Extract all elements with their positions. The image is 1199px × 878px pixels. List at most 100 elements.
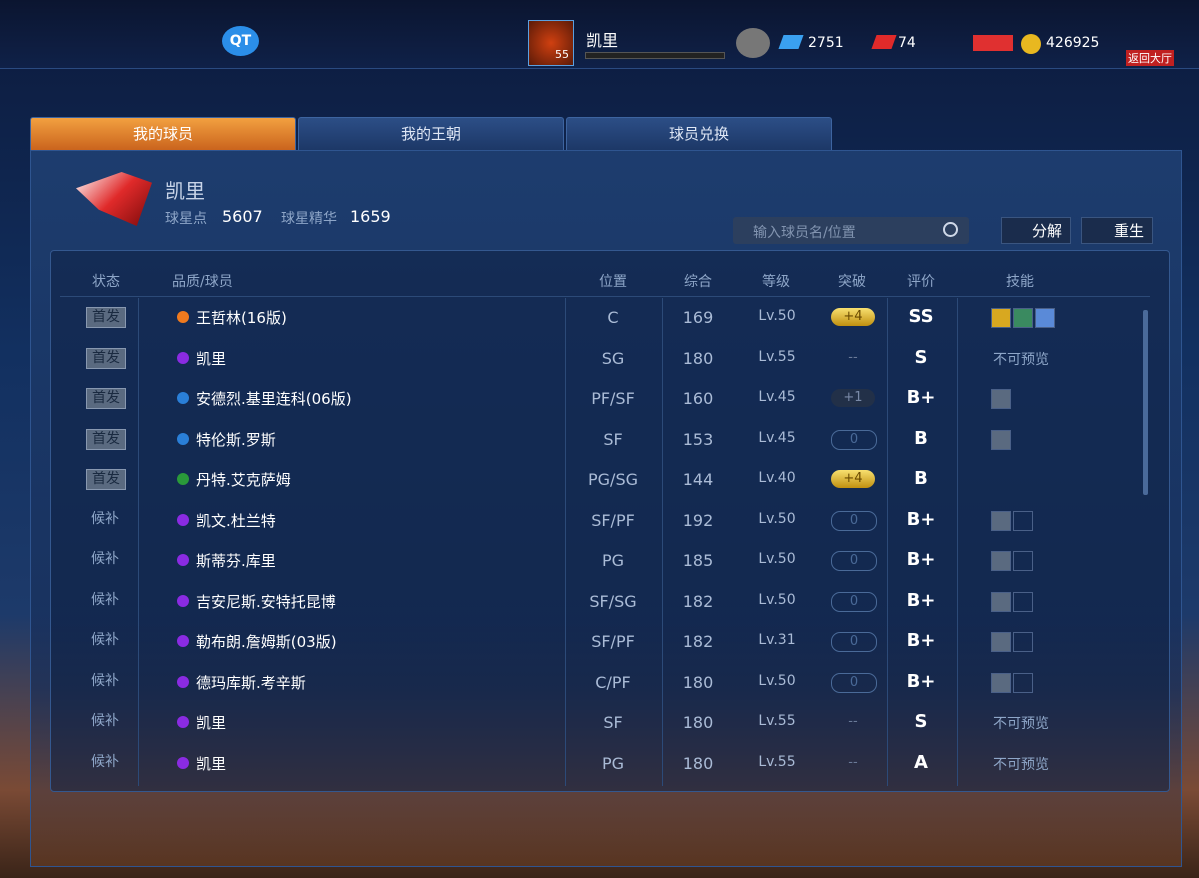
status: 候补	[91, 591, 119, 608]
player-name[interactable]: 凯里	[196, 754, 227, 773]
breakthrough: --	[848, 714, 858, 729]
level: Lv.50	[758, 551, 796, 567]
rating: B+	[906, 549, 936, 570]
quality-dot	[177, 554, 189, 566]
shop-icon[interactable]	[973, 35, 1013, 51]
rating: B+	[906, 387, 936, 408]
status: 首发	[86, 469, 126, 490]
diamond-count: 2751	[808, 35, 844, 51]
status: 候补	[91, 551, 119, 567]
scrollbar[interactable]	[1143, 310, 1148, 495]
skill-icon[interactable]	[991, 591, 1011, 612]
player-name[interactable]: 特伦斯.罗斯	[196, 430, 276, 449]
skill-icon[interactable]	[1013, 591, 1033, 612]
status: 首发	[86, 347, 126, 369]
essence-label: 球星精华	[281, 211, 337, 227]
skills-text: 不可预览	[993, 351, 1049, 368]
column-header: 状态	[92, 274, 120, 290]
skill-icon[interactable]	[991, 389, 1011, 409]
overall: 169	[682, 308, 714, 327]
status: 候补	[91, 753, 119, 770]
ticket-icon	[871, 35, 897, 49]
overall: 182	[682, 632, 714, 651]
rating: B+	[906, 589, 936, 611]
skill-icon[interactable]	[991, 510, 1011, 531]
tab[interactable]: 球员兑换	[566, 117, 832, 151]
player-name[interactable]: 凯文.杜兰特	[196, 511, 276, 530]
quality-dot	[177, 594, 189, 607]
breakthrough: --	[848, 754, 858, 770]
rating: B+	[906, 670, 936, 692]
qt-logo[interactable]: QT	[222, 26, 259, 56]
level: Lv.31	[758, 632, 796, 648]
overall: 192	[682, 510, 714, 530]
skill-icon[interactable]	[1013, 308, 1033, 328]
column-header: 综合	[684, 274, 712, 290]
column-separator	[565, 298, 566, 786]
position: SF/PF	[591, 510, 635, 530]
overall: 182	[682, 591, 714, 611]
overall: 180	[682, 753, 714, 773]
player-name[interactable]: 丹特.艾克萨姆	[196, 471, 291, 489]
rebirth-button[interactable]: 重生	[1081, 217, 1153, 244]
skill-icon[interactable]	[991, 551, 1011, 571]
breakthrough: 0	[831, 510, 877, 531]
quality-dot	[177, 311, 189, 323]
status: 首发	[86, 428, 126, 450]
quality-dot	[177, 513, 189, 526]
skill-icon[interactable]	[1013, 551, 1033, 571]
player-name[interactable]: 勒布朗.詹姆斯(03版)	[196, 633, 337, 651]
status: 首发	[86, 307, 126, 328]
quality-dot	[177, 675, 189, 688]
rating: S	[914, 711, 928, 732]
player-name[interactable]: 吉安尼斯.安特托昆博	[196, 592, 336, 611]
skill-icon[interactable]	[1035, 308, 1055, 328]
points-label: 球星点	[165, 211, 207, 227]
position: PG	[601, 753, 625, 773]
level: Lv.55	[758, 753, 796, 770]
search-box[interactable]: 输入球员名/位置	[733, 217, 969, 244]
breakthrough: 0	[831, 672, 877, 693]
player-name[interactable]: 斯蒂芬.库里	[196, 552, 276, 570]
skills-text: 不可预览	[993, 756, 1049, 773]
back-button[interactable]: 返回大厅	[1126, 50, 1174, 66]
skill-icon[interactable]	[991, 632, 1011, 652]
position: PG/SG	[588, 470, 638, 489]
status: 首发	[86, 388, 126, 409]
position: SF	[603, 429, 623, 449]
skill-icon[interactable]	[991, 429, 1011, 450]
skill-icon[interactable]	[1013, 632, 1033, 652]
skill-icon[interactable]	[991, 672, 1011, 693]
level: Lv.55	[758, 713, 796, 729]
level: Lv.50	[758, 510, 796, 527]
column-separator	[138, 298, 139, 786]
decompose-button[interactable]: 分解	[1001, 217, 1071, 244]
level: Lv.40	[758, 470, 796, 486]
status: 候补	[91, 510, 119, 527]
skill-icon[interactable]	[991, 308, 1011, 328]
coin-icon	[1021, 34, 1041, 54]
player-name[interactable]: 凯里	[196, 714, 227, 732]
player-name[interactable]: 安德烈.基里连科(06版)	[196, 390, 352, 408]
player-name[interactable]: 凯里	[196, 349, 227, 368]
player-name[interactable]: 王哲林(16版)	[196, 309, 287, 327]
column-header: 位置	[599, 274, 627, 290]
tab[interactable]: 我的球员	[30, 117, 296, 151]
points: 5607	[222, 207, 263, 226]
vip-icon[interactable]	[736, 28, 770, 58]
overall: 153	[682, 429, 714, 449]
tab[interactable]: 我的王朝	[298, 117, 564, 151]
quality-dot	[177, 432, 189, 445]
breakthrough: +4	[831, 308, 875, 326]
breakthrough: --	[848, 349, 858, 365]
skill-icon[interactable]	[1013, 510, 1033, 531]
level: Lv.50	[758, 591, 796, 608]
avatar[interactable]	[528, 20, 574, 66]
rating: SS	[908, 306, 934, 327]
skill-icon[interactable]	[1013, 672, 1033, 693]
player-name[interactable]: 德玛库斯.考辛斯	[196, 673, 306, 692]
breakthrough: 0	[831, 551, 877, 571]
rating: S	[914, 346, 928, 368]
player-name: 凯里	[586, 31, 619, 50]
status: 候补	[91, 632, 119, 648]
